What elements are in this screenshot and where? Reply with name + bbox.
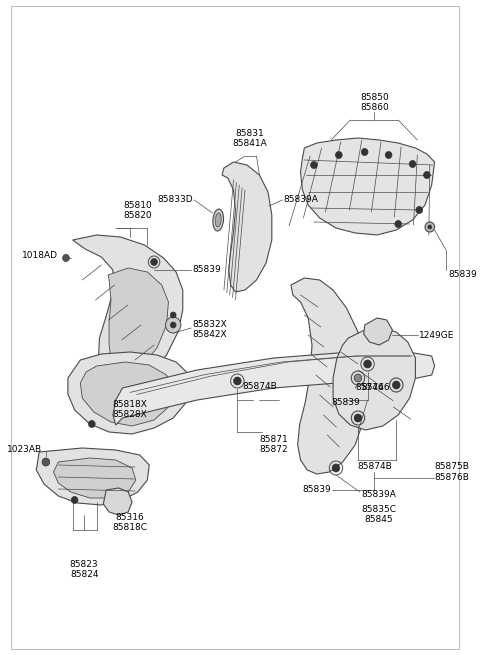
Circle shape xyxy=(71,496,78,504)
Text: 85875B
85876B: 85875B 85876B xyxy=(434,462,469,481)
Text: 85316
85818C: 85316 85818C xyxy=(113,513,148,533)
Circle shape xyxy=(62,255,69,261)
Text: 85871
85872: 85871 85872 xyxy=(259,435,288,455)
Polygon shape xyxy=(113,352,434,425)
Ellipse shape xyxy=(213,209,224,231)
Circle shape xyxy=(332,464,340,472)
Circle shape xyxy=(428,225,432,229)
Circle shape xyxy=(336,151,342,159)
Text: 85839: 85839 xyxy=(192,265,221,274)
Polygon shape xyxy=(364,318,393,345)
Polygon shape xyxy=(36,448,149,505)
Text: 85810
85820: 85810 85820 xyxy=(123,200,152,220)
Text: 85839A: 85839A xyxy=(283,195,318,204)
Polygon shape xyxy=(333,328,415,430)
Circle shape xyxy=(166,317,181,333)
Polygon shape xyxy=(72,235,183,386)
Circle shape xyxy=(42,458,50,466)
Polygon shape xyxy=(108,268,168,372)
Polygon shape xyxy=(54,458,136,498)
Circle shape xyxy=(311,162,317,168)
Circle shape xyxy=(385,151,392,159)
Circle shape xyxy=(423,172,430,179)
Text: 85746: 85746 xyxy=(355,383,384,392)
Text: 85874B: 85874B xyxy=(242,382,277,391)
Polygon shape xyxy=(300,138,434,235)
Text: 1018AD: 1018AD xyxy=(23,250,59,259)
Polygon shape xyxy=(291,278,368,474)
Text: 85818X
85828X: 85818X 85828X xyxy=(113,400,147,419)
Text: 85839: 85839 xyxy=(448,270,477,279)
Circle shape xyxy=(361,149,368,155)
Circle shape xyxy=(170,312,176,318)
Circle shape xyxy=(393,381,400,389)
Text: 85839: 85839 xyxy=(302,485,331,495)
Text: 1249GE: 1249GE xyxy=(419,331,455,339)
Circle shape xyxy=(395,221,402,227)
Text: 85839: 85839 xyxy=(331,398,360,407)
Text: 85746: 85746 xyxy=(362,383,390,392)
Text: 1023AB: 1023AB xyxy=(7,445,42,455)
Circle shape xyxy=(170,322,176,328)
Circle shape xyxy=(151,259,157,265)
Text: 85874B: 85874B xyxy=(357,462,392,471)
Polygon shape xyxy=(140,386,154,397)
Circle shape xyxy=(354,374,362,382)
Circle shape xyxy=(416,206,422,214)
Circle shape xyxy=(234,377,241,385)
Circle shape xyxy=(354,414,362,422)
Text: 85850
85860: 85850 85860 xyxy=(360,92,389,112)
Text: 85835C
85845: 85835C 85845 xyxy=(361,505,396,525)
Polygon shape xyxy=(80,362,174,426)
Circle shape xyxy=(409,160,416,168)
Circle shape xyxy=(425,222,434,232)
Circle shape xyxy=(364,360,372,368)
Text: 85832X
85842X: 85832X 85842X xyxy=(192,320,227,339)
Circle shape xyxy=(88,421,95,428)
Polygon shape xyxy=(222,162,272,292)
Text: 85833D: 85833D xyxy=(158,195,193,204)
Text: 85839A: 85839A xyxy=(361,490,396,499)
Ellipse shape xyxy=(216,213,221,227)
Polygon shape xyxy=(103,488,132,515)
Text: 85831
85841A: 85831 85841A xyxy=(232,128,267,148)
Text: 85823
85824: 85823 85824 xyxy=(70,560,98,580)
Polygon shape xyxy=(68,352,191,434)
